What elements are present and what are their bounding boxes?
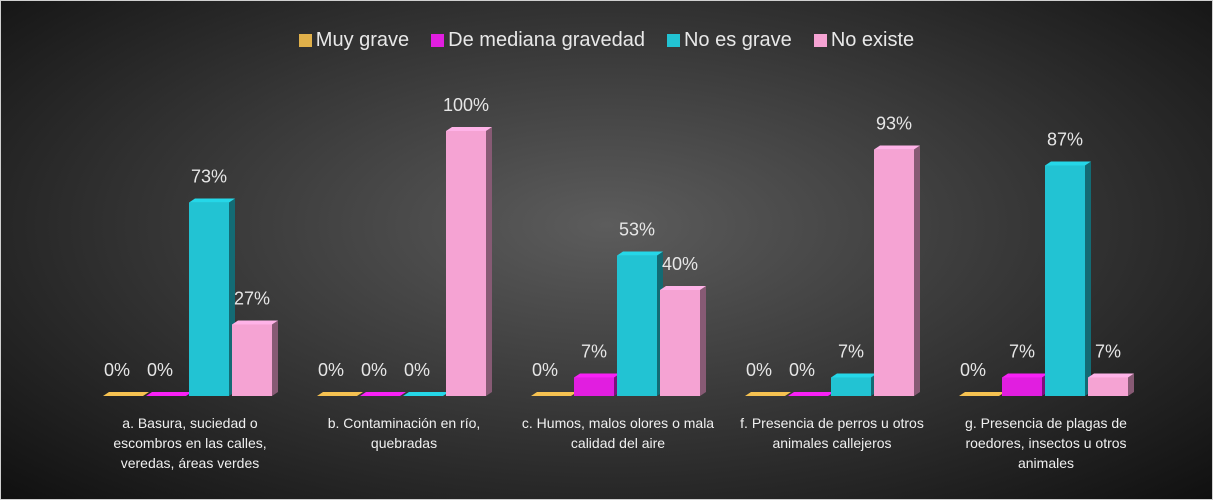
bar: [574, 377, 614, 396]
legend-label: Muy grave: [315, 29, 410, 51]
bar-top: [360, 392, 406, 396]
data-label: 0%: [746, 360, 772, 380]
legend-swatch: [298, 34, 312, 47]
bar-top: [617, 251, 663, 256]
data-label: 7%: [1009, 341, 1035, 361]
data-label: 7%: [838, 341, 864, 361]
bar: [617, 255, 657, 396]
bar-top: [745, 392, 791, 396]
bar-top: [103, 392, 149, 396]
legend-swatch: [431, 34, 445, 47]
bar: [189, 202, 229, 396]
data-label: 0%: [318, 360, 344, 380]
bar-side: [272, 320, 278, 396]
x-tick-label: g. Presencia de plagas de roedores, inse…: [965, 415, 1127, 471]
data-label: 100%: [443, 95, 489, 115]
bar: [831, 377, 871, 396]
bar-top: [959, 392, 1005, 396]
legend-item: De mediana gravedad: [431, 29, 645, 52]
bar-side: [1128, 373, 1134, 396]
data-label: 0%: [404, 360, 430, 380]
legend-swatch: [813, 34, 827, 47]
x-tick-label: a. Basura, suciedad o escombros en las c…: [113, 415, 267, 471]
bar-side: [700, 286, 706, 396]
data-label: 0%: [960, 360, 986, 380]
bar-top: [189, 198, 235, 203]
legend-label: No es grave: [683, 29, 792, 51]
bar-top: [788, 392, 834, 396]
data-label: 0%: [789, 360, 815, 380]
legend: Muy grave De mediana gravedad No es grave N…: [1, 29, 1212, 52]
bar-top: [1045, 161, 1091, 166]
bar-top: [574, 373, 620, 378]
data-label: 0%: [532, 360, 558, 380]
bar-top: [1002, 373, 1048, 378]
bar: [1045, 165, 1085, 396]
data-label: 93%: [876, 114, 912, 134]
x-tick-label: b. Contaminación en río, quebradas: [327, 415, 481, 451]
bar-side: [1085, 161, 1091, 396]
data-label: 0%: [361, 360, 387, 380]
bar: [446, 131, 486, 396]
data-label: 7%: [1095, 341, 1121, 361]
data-label: 73%: [191, 167, 227, 187]
legend-item: No existe: [813, 29, 915, 52]
bar: [660, 290, 700, 396]
x-tick-label: c. Humos, malos olores o mala calidad de…: [521, 415, 715, 451]
legend-item: Muy grave: [298, 29, 410, 52]
data-label: 27%: [234, 288, 270, 308]
data-label: 87%: [1047, 129, 1083, 149]
bar-top: [317, 392, 363, 396]
data-label: 53%: [619, 220, 655, 240]
legend-label: De mediana gravedad: [448, 29, 645, 51]
bar-top: [146, 392, 192, 396]
bar-side: [914, 145, 920, 396]
data-label: 7%: [581, 341, 607, 361]
bar-top: [874, 145, 920, 150]
bar: [1002, 377, 1042, 396]
bar-top: [1088, 373, 1134, 378]
legend-item: No es grave: [666, 29, 792, 52]
legend-label: No existe: [830, 29, 915, 51]
bar-top: [531, 392, 577, 396]
data-label: 0%: [104, 360, 130, 380]
x-tick-label: f. Presencia de perros u otros animales …: [740, 415, 924, 451]
data-label: 0%: [147, 360, 173, 380]
bar-top: [660, 286, 706, 290]
data-label: 40%: [662, 254, 698, 274]
bar: [1088, 377, 1128, 396]
bar-top: [403, 392, 449, 396]
bar-top: [831, 373, 877, 378]
bar-top: [232, 320, 278, 325]
bar: [874, 149, 914, 396]
bar-side: [486, 127, 492, 396]
bar: [232, 324, 272, 396]
bar-top: [446, 127, 492, 131]
legend-swatch: [666, 34, 680, 47]
